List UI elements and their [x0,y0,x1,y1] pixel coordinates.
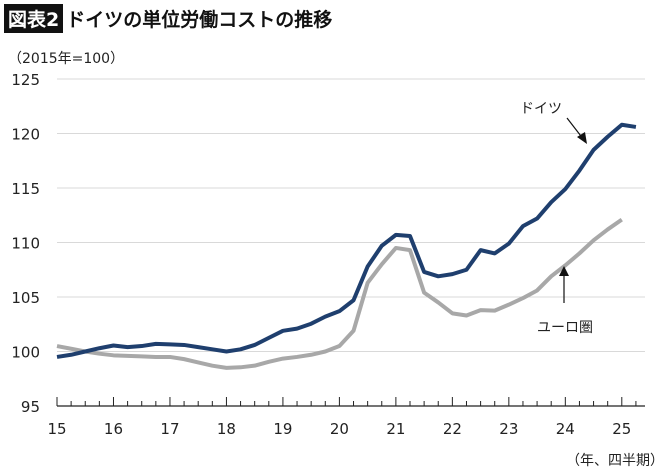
arrowhead-germany [577,132,587,144]
y-tick-label: 110 [11,235,40,253]
x-tick-label: 16 [104,420,123,438]
x-tick-label: 17 [160,420,179,438]
figure-number-badge: 図表2 [4,4,64,33]
x-tick-label: 20 [330,420,349,438]
y-tick-label: 100 [11,344,40,362]
x-tick-label: 18 [217,420,236,438]
y-tick-label: 95 [21,398,40,416]
x-tick-label: 19 [273,420,292,438]
y-tick-label: 115 [11,180,40,198]
x-tick-label: 21 [386,420,405,438]
chart-title: 図表2 ドイツの単位労働コストの推移 [4,4,332,33]
label-germany: ドイツ [520,101,562,117]
label-euro: ユーロ圏 [537,320,593,336]
y-tick-label: 125 [11,71,40,89]
y-tick-label: 120 [11,126,40,144]
x-tick-label: 24 [556,420,575,438]
x-unit-label: （年、四半期） [566,453,664,469]
title-text: ドイツの単位労働コストの推移 [66,9,333,31]
x-tick-label: 22 [443,420,462,438]
x-tick-label: 15 [47,420,66,438]
x-tick-label: 25 [612,420,631,438]
x-tick-label: 23 [499,420,518,438]
arrowhead-euro [559,266,569,276]
series-line-germany [56,122,637,359]
y-tick-label: 105 [11,289,40,307]
y-unit-label: （2015年=100） [8,51,125,67]
